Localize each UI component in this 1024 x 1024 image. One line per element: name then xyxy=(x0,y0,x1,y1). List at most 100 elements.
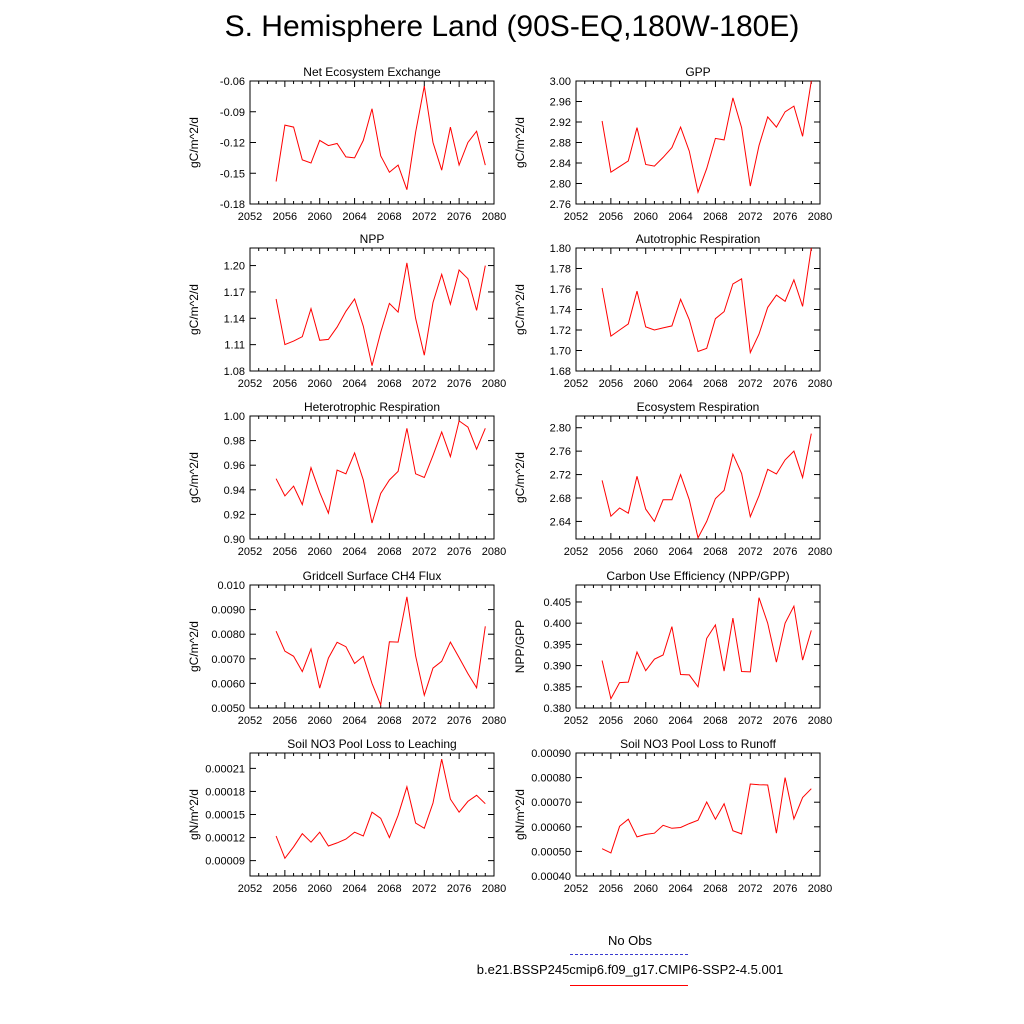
x-tick-label: 2072 xyxy=(412,546,436,558)
x-tick-label: 2052 xyxy=(564,378,588,390)
x-tick-label: 2060 xyxy=(307,211,331,223)
y-tick-label: 0.400 xyxy=(543,618,571,630)
x-tick-label: 2064 xyxy=(668,211,692,223)
y-tick-label: 0.00080 xyxy=(531,773,571,785)
x-tick-label: 2072 xyxy=(738,546,762,558)
x-tick-label: 2076 xyxy=(447,211,471,223)
x-tick-label: 2076 xyxy=(773,211,797,223)
y-tick-label: 2.96 xyxy=(550,97,571,109)
x-tick-label: 2052 xyxy=(564,715,588,727)
x-tick-label: 2056 xyxy=(273,211,297,223)
y-axis-label: gC/m^2/d xyxy=(513,284,527,335)
x-tick-label: 2064 xyxy=(668,715,692,727)
x-tick-label: 2060 xyxy=(307,883,331,895)
series-line xyxy=(601,597,812,701)
x-tick-label: 2052 xyxy=(238,546,262,558)
y-tick-label: 2.80 xyxy=(550,423,571,435)
x-tick-label: 2052 xyxy=(564,546,588,558)
y-axis-label: gC/m^2/d xyxy=(187,452,201,503)
chart-title: Soil NO3 Pool Loss to Leaching xyxy=(287,737,456,751)
x-tick-label: 2080 xyxy=(482,211,506,223)
chart-title: Gridcell Surface CH4 Flux xyxy=(303,569,442,583)
plot-frame xyxy=(249,584,495,709)
x-tick-label: 2064 xyxy=(342,378,366,390)
x-tick-label: 2060 xyxy=(307,378,331,390)
y-tick-label: 0.92 xyxy=(224,509,245,521)
x-tick-label: 2068 xyxy=(377,883,401,895)
x-tick-label: 2068 xyxy=(377,378,401,390)
x-tick-label: 2064 xyxy=(342,715,366,727)
legend-case-line xyxy=(570,985,688,986)
x-tick-label: 2080 xyxy=(482,715,506,727)
y-tick-label: 2.76 xyxy=(550,446,571,458)
y-tick-label: 0.00021 xyxy=(205,763,245,775)
y-axis-label: NPP/GPP xyxy=(513,620,527,673)
y-tick-label: 2.88 xyxy=(550,138,571,150)
x-tick-label: 2064 xyxy=(342,546,366,558)
x-tick-label: 2076 xyxy=(773,378,797,390)
x-tick-label: 2064 xyxy=(668,546,692,558)
y-tick-label: 0.385 xyxy=(543,682,571,694)
y-tick-label: -0.12 xyxy=(220,138,245,150)
y-tick-label: 0.00050 xyxy=(531,846,571,858)
series-line xyxy=(601,247,812,355)
x-tick-label: 2080 xyxy=(482,546,506,558)
y-axis-label: gC/m^2/d xyxy=(187,284,201,335)
chart-panel: Autotrophic Respiration gC/m^2/d 2052 2056 2… xyxy=(513,232,832,390)
y-tick-label: 0.00015 xyxy=(205,810,245,822)
chart-panel: Heterotrophic Respiration gC/m^2/d 2052 205… xyxy=(187,400,506,558)
chart-title: Carbon Use Efficiency (NPP/GPP) xyxy=(606,569,789,583)
x-tick-label: 2080 xyxy=(808,546,832,558)
x-tick-label: 2072 xyxy=(738,883,762,895)
y-tick-label: 1.11 xyxy=(224,340,245,352)
x-tick-label: 2068 xyxy=(377,715,401,727)
x-tick-label: 2052 xyxy=(564,211,588,223)
y-tick-label: 1.72 xyxy=(550,325,571,337)
chart-title: Net Ecosystem Exchange xyxy=(303,65,441,79)
x-tick-label: 2080 xyxy=(808,378,832,390)
y-axis-label: gC/m^2/d xyxy=(513,452,527,503)
legend-case-label: b.e21.BSSP245cmip6.f09_g17.CMIP6-SSP2-4.… xyxy=(476,962,784,977)
chart-panel: Ecosystem Respiration gC/m^2/d 2052 2056 206… xyxy=(513,400,832,558)
chart-panel: Soil NO3 Pool Loss to Leaching gN/m^2/d 20… xyxy=(187,737,506,895)
y-tick-label: 1.68 xyxy=(550,366,571,378)
plot-frame xyxy=(249,80,495,205)
plot-frame xyxy=(575,415,821,540)
series-line xyxy=(601,777,812,854)
legend-obs-label: No Obs xyxy=(607,933,653,948)
series-line xyxy=(275,758,486,860)
y-tick-label: 0.00018 xyxy=(205,786,245,798)
chart-panel: NPP gC/m^2/d 2052 2056 2060 2064 2068 2072 2076 2… xyxy=(187,232,506,390)
y-tick-label: 1.17 xyxy=(224,287,245,299)
y-tick-label: -0.18 xyxy=(220,199,245,211)
x-tick-label: 2060 xyxy=(307,715,331,727)
x-tick-label: 2068 xyxy=(703,378,727,390)
x-tick-label: 2056 xyxy=(273,378,297,390)
y-tick-label: 2.72 xyxy=(550,470,571,482)
y-tick-label: 0.405 xyxy=(543,597,571,609)
x-tick-label: 2076 xyxy=(447,883,471,895)
x-tick-label: 2076 xyxy=(447,378,471,390)
x-tick-label: 2072 xyxy=(412,211,436,223)
x-tick-label: 2060 xyxy=(633,211,657,223)
y-tick-label: 0.00070 xyxy=(531,797,571,809)
y-tick-label: 0.00060 xyxy=(531,822,571,834)
y-tick-label: 2.80 xyxy=(550,179,571,191)
x-tick-label: 2072 xyxy=(412,883,436,895)
page-title: S. Hemisphere Land (90S-EQ,180W-180E) xyxy=(224,10,800,43)
chart-title: NPP xyxy=(360,232,385,246)
x-tick-label: 2064 xyxy=(668,883,692,895)
y-axis-label: gC/m^2/d xyxy=(187,117,201,168)
y-tick-label: 1.20 xyxy=(224,261,245,273)
legend-obs-line xyxy=(570,954,688,955)
chart-panel: Carbon Use Efficiency (NPP/GPP) NPP/GPP 20… xyxy=(513,569,832,727)
y-tick-label: 2.64 xyxy=(550,516,571,528)
y-tick-label: 0.0090 xyxy=(211,605,245,617)
x-tick-label: 2068 xyxy=(377,546,401,558)
y-tick-label: 0.010 xyxy=(217,580,245,592)
plot-frame xyxy=(575,584,821,709)
x-tick-label: 2080 xyxy=(808,715,832,727)
y-tick-label: 3.00 xyxy=(550,76,571,88)
y-tick-label: 1.00 xyxy=(224,411,245,423)
